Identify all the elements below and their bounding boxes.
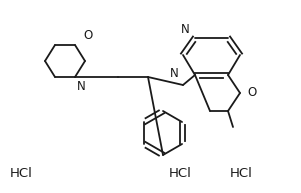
- Text: HCl: HCl: [169, 167, 192, 180]
- Text: O: O: [83, 29, 92, 42]
- Text: O: O: [247, 86, 256, 100]
- Text: HCl: HCl: [229, 167, 252, 180]
- Text: N: N: [77, 80, 86, 93]
- Text: HCl: HCl: [10, 167, 33, 180]
- Text: N: N: [170, 67, 179, 80]
- Text: N: N: [181, 23, 190, 36]
